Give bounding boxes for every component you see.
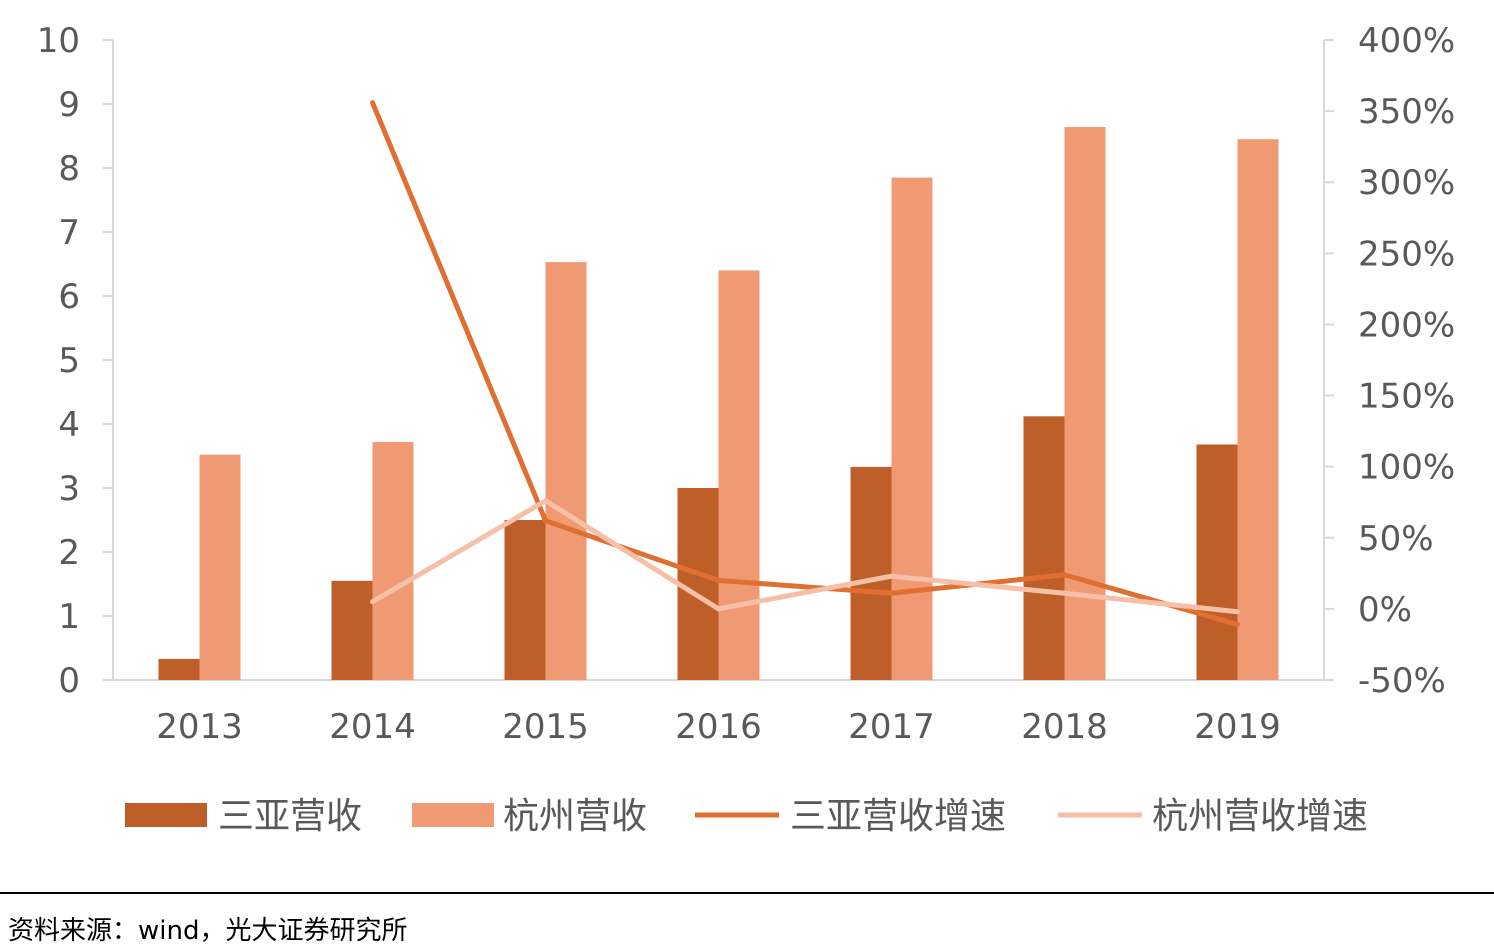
left-tick-label: 0 — [58, 661, 80, 701]
left-tick-label: 1 — [58, 597, 80, 637]
left-tick-label: 9 — [58, 85, 80, 125]
right-tick-label: 100% — [1358, 448, 1455, 488]
right-tick-label: -50% — [1358, 661, 1446, 701]
x-tick-label: 2014 — [329, 707, 416, 747]
series-line — [370, 498, 1240, 615]
right-tick-label: 150% — [1358, 377, 1455, 417]
right-tick-label: 200% — [1358, 305, 1455, 345]
left-tick-label: 3 — [58, 469, 80, 509]
tick-labels: 0 1 2 3 4 5 6 7 8 9 10 -50% 0% 50% 100% 150% 200% 250% 300… — [37, 21, 1455, 747]
right-tick-label: 0% — [1358, 590, 1412, 630]
bar — [504, 520, 546, 680]
left-tick-label: 4 — [58, 405, 80, 445]
legend-swatch — [125, 803, 207, 827]
x-tick-label: 2013 — [156, 707, 243, 747]
right-tick-label: 400% — [1358, 21, 1455, 61]
x-tick-label: 2017 — [848, 707, 935, 747]
bar — [331, 580, 373, 680]
bar — [372, 441, 414, 680]
bar — [545, 262, 587, 680]
right-tick-label: 250% — [1358, 234, 1455, 274]
left-tick-label: 8 — [58, 149, 80, 189]
bar — [1196, 444, 1238, 680]
bar — [718, 270, 760, 680]
legend-label: 三亚营收 — [218, 796, 362, 837]
series-line — [370, 100, 1240, 628]
bar — [158, 658, 200, 680]
bar — [850, 466, 892, 680]
x-tick-label: 2019 — [1194, 707, 1281, 747]
left-tick-label: 5 — [58, 341, 80, 381]
bar — [1237, 139, 1279, 680]
right-tick-label: 350% — [1358, 92, 1455, 132]
left-tick-label: 10 — [37, 21, 80, 61]
x-tick-label: 2016 — [675, 707, 762, 747]
bar — [1064, 127, 1106, 681]
combo-chart: 0 1 2 3 4 5 6 7 8 9 10 -50% 0% 50% 100% 150% 200% 250% 300… — [37, 21, 1455, 837]
right-tick-label: 50% — [1358, 519, 1434, 559]
source-note: 资料来源：wind，光大证券研究所 — [8, 916, 408, 946]
right-tick-label: 300% — [1358, 163, 1455, 203]
left-tick-label: 7 — [58, 213, 80, 253]
legend-label: 杭州营收 — [503, 796, 647, 837]
legend-label: 杭州营收增速 — [1152, 796, 1368, 837]
legend-swatch — [412, 803, 494, 827]
legend: 三亚营收 杭州营收 三亚营收增速 杭州营收增速 — [125, 796, 1368, 837]
left-tick-label: 6 — [58, 277, 80, 317]
x-tick-label: 2015 — [502, 707, 589, 747]
bar — [1023, 416, 1065, 680]
bars — [158, 127, 1279, 681]
bar — [677, 488, 719, 680]
x-tick-label: 2018 — [1021, 707, 1108, 747]
bar — [199, 454, 241, 680]
left-tick-label: 2 — [58, 533, 80, 573]
lines — [370, 100, 1240, 628]
legend-label: 三亚营收增速 — [790, 796, 1006, 837]
footer-rule — [0, 892, 1494, 894]
bar — [891, 177, 933, 680]
